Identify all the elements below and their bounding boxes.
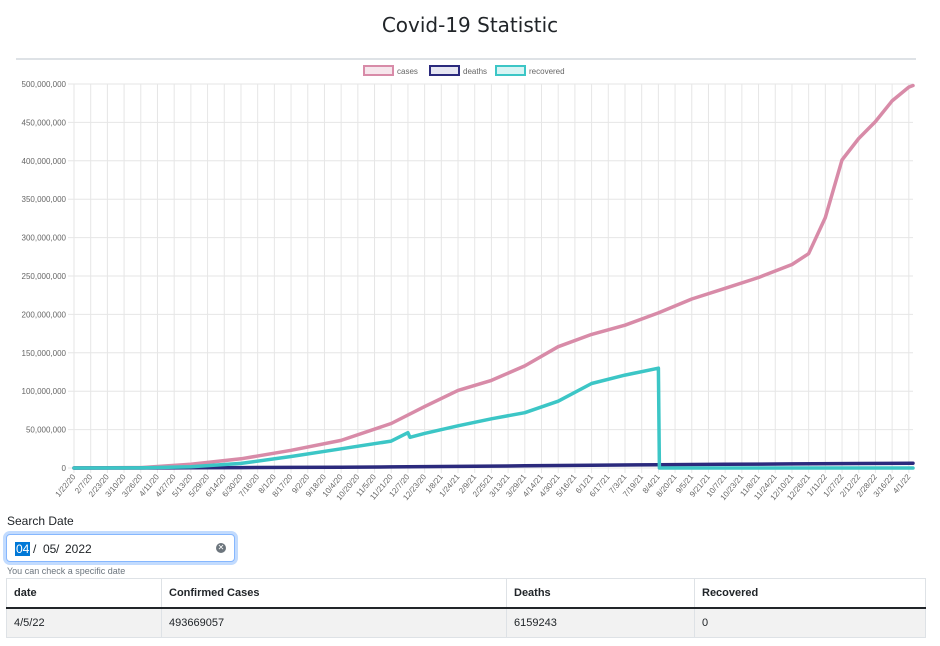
legend-label-deaths: deaths [463, 67, 487, 76]
date-separator: / [56, 542, 60, 556]
date-year-segment[interactable]: 2022 [65, 542, 92, 556]
search-date-label: Search Date [7, 514, 74, 528]
y-tick-label: 50,000,000 [26, 426, 67, 435]
cell-deaths: 6159243 [506, 607, 695, 638]
y-tick-label: 400,000,000 [22, 157, 67, 166]
x-tick-label: 1/22/20 [53, 472, 77, 499]
x-tick-label: 4/1/22 [891, 472, 913, 495]
legend-swatch-recovered [495, 65, 526, 76]
cell-confirmed-cases: 493669057 [161, 607, 507, 638]
table-header-row: date Confirmed Cases Deaths Recovered [6, 578, 926, 609]
y-tick-label: 500,000,000 [22, 80, 67, 89]
y-tick-label: 450,000,000 [22, 118, 67, 127]
header-confirmed-cases: Confirmed Cases [161, 578, 507, 609]
header-recovered: Recovered [694, 578, 926, 609]
y-tick-label: 0 [62, 464, 67, 473]
cell-recovered: 0 [694, 607, 926, 638]
y-tick-label: 250,000,000 [22, 272, 67, 281]
table-row: 4/5/22 493669057 6159243 0 [6, 607, 926, 638]
series-line-recovered [72, 366, 915, 470]
legend-swatch-deaths [429, 65, 460, 76]
date-month-segment[interactable]: 04 [15, 542, 31, 556]
y-tick-label: 100,000,000 [22, 387, 67, 396]
cell-date: 4/5/22 [6, 607, 162, 638]
y-tick-label: 150,000,000 [22, 349, 67, 358]
legend-label-cases: cases [397, 67, 418, 76]
header-deaths: Deaths [506, 578, 695, 609]
series-line-cases [72, 83, 915, 470]
date-separator: / [33, 542, 37, 556]
title-divider [16, 58, 916, 60]
covid-line-chart: 0 50,000,000 100,000,000 150,000,000 200,000… [22, 65, 915, 502]
search-date-input[interactable]: 04 / 05 / 2022 ✕ [6, 534, 235, 562]
y-tick-label: 350,000,000 [22, 195, 67, 204]
y-tick-label: 300,000,000 [22, 234, 67, 243]
results-table: date Confirmed Cases Deaths Recovered 4/… [6, 578, 926, 638]
header-date: date [6, 578, 162, 609]
series-line-deaths [72, 461, 915, 470]
clear-date-icon[interactable]: ✕ [216, 543, 226, 553]
search-help-text: You can check a specific date [7, 566, 126, 576]
legend-label-recovered: recovered [529, 67, 565, 76]
date-day-segment[interactable]: 05 [43, 542, 57, 556]
legend-swatch-cases [363, 65, 394, 76]
page-title: Covid-19 Statistic [381, 13, 559, 37]
y-tick-label: 200,000,000 [22, 310, 67, 319]
